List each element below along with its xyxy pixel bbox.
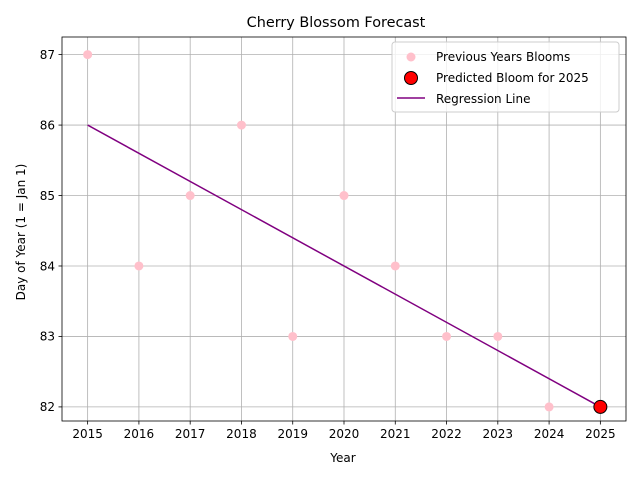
x-tick-label: 2021 <box>380 427 411 441</box>
data-points <box>83 50 554 412</box>
y-tick-label: 82 <box>40 400 55 414</box>
x-axis-ticks: 2015 2016 2017 2018 2019 2020 2021 2022 2023 2024… <box>72 421 616 441</box>
legend-label-predicted: Predicted Bloom for 2025 <box>436 71 589 85</box>
bloom-point-2021 <box>390 261 400 271</box>
y-tick-label: 83 <box>40 330 55 344</box>
regression-line-group <box>87 124 601 408</box>
x-tick-label: 2015 <box>72 427 103 441</box>
x-tick-label: 2018 <box>226 427 257 441</box>
y-tick-label: 87 <box>40 48 55 62</box>
x-tick-label: 2025 <box>585 427 616 441</box>
regression-line <box>87 124 601 408</box>
bloom-point-2024 <box>544 402 554 412</box>
y-tick-label: 85 <box>40 189 55 203</box>
bloom-point-2018 <box>236 120 246 130</box>
bloom-point-2017 <box>185 191 195 201</box>
bloom-point-2023 <box>493 331 503 341</box>
y-tick-label: 84 <box>40 259 55 273</box>
legend-label-regression: Regression Line <box>436 92 530 106</box>
bloom-point-2015 <box>83 50 93 60</box>
bloom-point-2016 <box>134 261 144 271</box>
bloom-point-2019 <box>288 331 298 341</box>
predicted-point-2025 <box>593 399 608 414</box>
x-tick-label: 2020 <box>329 427 360 441</box>
x-tick-label: 2022 <box>431 427 462 441</box>
y-tick-label: 86 <box>40 118 55 132</box>
y-axis-ticks: 82 83 84 85 86 87 <box>40 48 62 414</box>
legend-box <box>391 41 620 113</box>
x-tick-label: 2023 <box>483 427 514 441</box>
bloom-point-2020 <box>339 191 349 201</box>
legend-marker-predicted <box>404 71 418 85</box>
predicted-points <box>593 399 608 414</box>
legend-marker-previous <box>406 52 416 62</box>
chart-title: Cherry Blossom Forecast <box>247 15 426 31</box>
x-tick-label: 2019 <box>277 427 308 441</box>
x-axis-label: Year <box>329 451 355 465</box>
bloom-point-2022 <box>442 331 452 341</box>
legend: Previous Years Blooms Predicted Bloom fo… <box>391 41 620 113</box>
x-tick-label: 2024 <box>534 427 565 441</box>
x-tick-label: 2017 <box>175 427 206 441</box>
y-axis-label: Day of Year (1 = Jan 1) <box>14 164 28 301</box>
x-tick-label: 2016 <box>124 427 155 441</box>
legend-label-previous: Previous Years Blooms <box>436 50 570 64</box>
